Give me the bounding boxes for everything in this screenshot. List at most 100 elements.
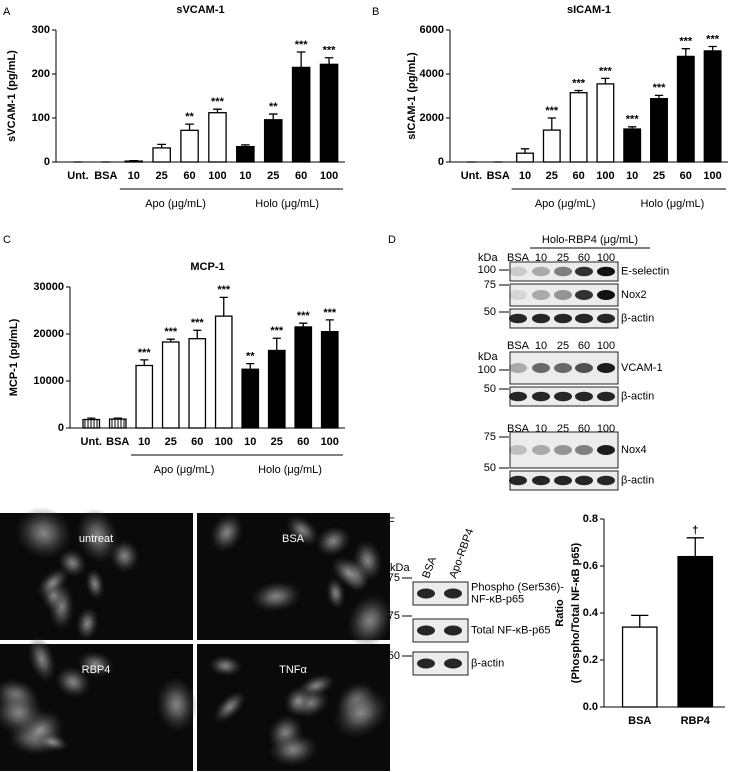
x-tick-label: 100 (321, 436, 339, 448)
micrograph-label: BSA (282, 533, 305, 545)
y-axis-label: sICAM-1 (pg/mL) (406, 52, 418, 140)
x-tick-label: 100 (215, 436, 233, 448)
target-label: Total NF-κB-p65 (471, 624, 550, 636)
x-tick-label: Unt. (67, 170, 88, 182)
blot-band (554, 290, 572, 300)
bar (82, 418, 101, 429)
blot-band (575, 445, 593, 455)
blot-band (444, 625, 462, 636)
x-tick-label: Unt. (461, 170, 482, 182)
target-label: β-actin (471, 657, 504, 669)
marker-label: 75 (388, 572, 400, 584)
error-bar (681, 48, 690, 57)
y-tick-label: 2000 (420, 112, 444, 124)
bar (263, 119, 283, 163)
x-tick-label: 60 (295, 170, 307, 182)
blot-band (509, 475, 527, 486)
significance-label: *** (138, 347, 152, 359)
blot-band (532, 445, 550, 455)
panel-letter: C (3, 234, 11, 246)
error-bar (628, 126, 637, 129)
group-label: Holo (μg/mL) (258, 464, 322, 476)
lane-label: BSA (420, 555, 439, 580)
x-tick-label: BSA (106, 436, 129, 448)
x-tick-label: 60 (191, 436, 203, 448)
cell (330, 556, 367, 591)
error-bar (601, 77, 610, 84)
y-axis-label: MCP-1 (pg/mL) (8, 318, 20, 396)
blot-strip (412, 581, 469, 606)
x-tick-label: 100 (208, 170, 226, 182)
blot-band (532, 391, 550, 402)
blot-strip (412, 651, 469, 676)
cell (57, 548, 87, 578)
significance-label: † (692, 525, 698, 537)
bar (188, 338, 207, 429)
error-bar (631, 614, 649, 628)
significance-label: *** (706, 33, 720, 45)
blot-band (554, 475, 572, 486)
y-tick-label: 300 (32, 24, 50, 36)
cell (75, 606, 99, 641)
marker-label: 75 (388, 610, 400, 622)
error-bar (296, 51, 306, 68)
lane-label: 25 (557, 252, 569, 264)
blot-band (575, 266, 593, 277)
target-label: β-actin (621, 390, 654, 402)
target-label: Phospho (Ser536)- (471, 581, 564, 593)
error-bar (241, 144, 250, 147)
error-bar (324, 57, 334, 65)
cell (54, 666, 92, 698)
group-label: Apo (μg/mL) (145, 198, 206, 210)
lane-label: 60 (578, 340, 590, 352)
lane-label: Apo-RBP4 (447, 527, 476, 580)
lane-label: BSA (507, 340, 530, 352)
y-tick-label: 0.0 (583, 701, 598, 713)
x-tick-label: BSA (487, 170, 510, 182)
bar (650, 97, 668, 163)
error-bar (268, 113, 278, 120)
blot-band (509, 313, 527, 324)
significance-label: *** (679, 36, 693, 48)
blot-band (417, 588, 435, 599)
error-bar (547, 117, 556, 131)
error-bar (157, 143, 166, 148)
y-axis-label: Ratio (554, 599, 566, 627)
panel-letter: A (3, 6, 11, 18)
y-tick-label: 0 (58, 422, 64, 434)
bar (676, 55, 695, 163)
panel-letter: D (388, 234, 396, 246)
blot-band (532, 313, 550, 324)
target-label: β-actin (621, 474, 654, 486)
y-tick-label: 10000 (33, 375, 64, 387)
lane-label: 25 (557, 340, 569, 352)
bar (569, 92, 588, 163)
x-tick-label: Unt. (81, 436, 102, 448)
micrograph-label: RBP4 (82, 664, 111, 676)
blot-band (575, 475, 593, 486)
x-tick-label: 10 (239, 170, 251, 182)
x-tick-label: 10 (244, 436, 256, 448)
x-tick-label: BSA (628, 715, 651, 727)
blot-band (597, 290, 615, 300)
y-tick-label: 0.4 (583, 607, 599, 619)
y-tick-label: 100 (32, 112, 50, 124)
chart-title: MCP-1 (190, 261, 224, 273)
cell (0, 688, 45, 737)
group-label: Apo (μg/mL) (154, 464, 215, 476)
significance-label: *** (545, 105, 559, 117)
target-label: VCAM-1 (621, 362, 663, 374)
blot-band (575, 290, 593, 300)
blot-band (509, 363, 527, 373)
marker-label: 100 (478, 364, 496, 376)
cell (332, 688, 390, 739)
bar (516, 152, 534, 163)
significance-label: *** (217, 284, 231, 296)
error-bar (325, 319, 334, 332)
cell (268, 732, 319, 767)
y-tick-label: 6000 (420, 24, 444, 36)
significance-label: *** (323, 307, 337, 319)
target-label: NF-κB-p65 (471, 593, 524, 605)
blot-strip (412, 618, 469, 643)
